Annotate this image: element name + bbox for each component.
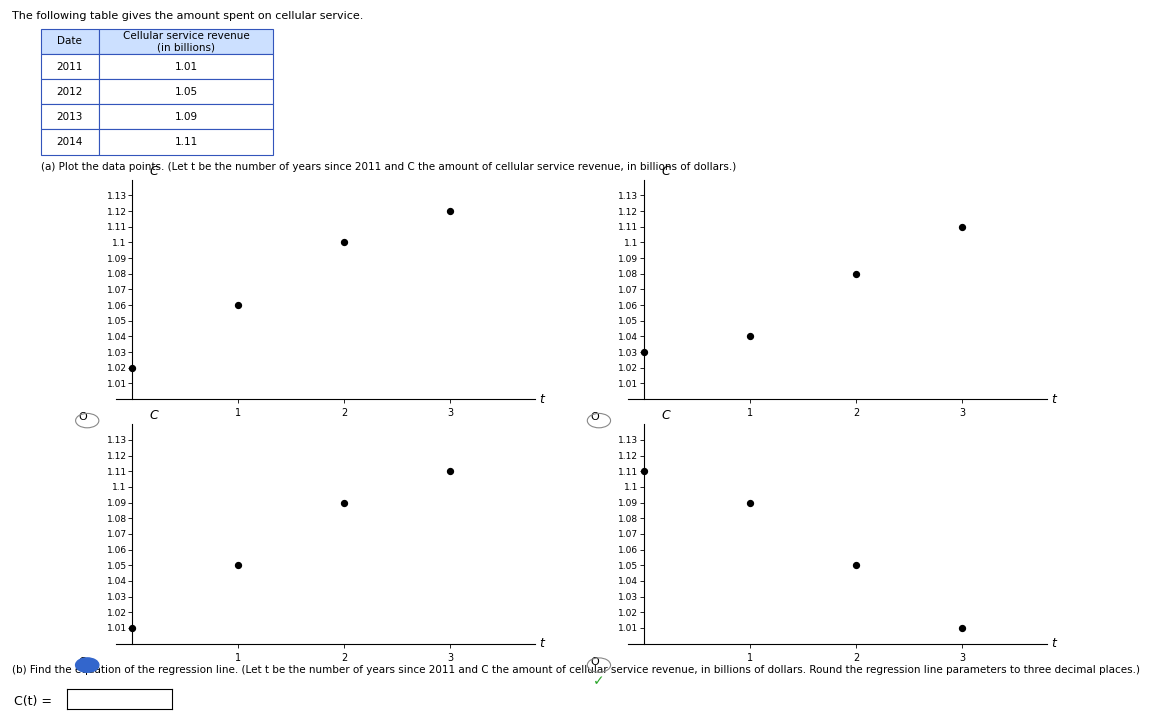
- Text: C: C: [662, 165, 670, 178]
- Text: (a) Plot the data points. (Let t be the number of years since 2011 and C the amo: (a) Plot the data points. (Let t be the …: [41, 162, 736, 172]
- Point: [441, 465, 459, 477]
- Point: [441, 206, 459, 217]
- Point: [635, 347, 654, 358]
- Point: [123, 362, 142, 373]
- Text: t: t: [540, 393, 544, 406]
- Text: O: O: [590, 656, 599, 667]
- Point: [952, 221, 971, 232]
- Text: C(t) =: C(t) =: [14, 695, 52, 707]
- Point: [741, 331, 759, 342]
- Point: [123, 622, 142, 633]
- Point: [847, 559, 865, 571]
- Text: C: C: [150, 165, 158, 178]
- Point: [635, 465, 654, 477]
- Point: [847, 268, 865, 280]
- Point: [952, 622, 971, 633]
- Text: C: C: [662, 409, 670, 422]
- Text: t: t: [1051, 637, 1056, 650]
- Text: The following table gives the amount spent on cellular service.: The following table gives the amount spe…: [12, 11, 363, 21]
- Text: C: C: [150, 409, 158, 422]
- Point: [741, 497, 759, 508]
- Text: ✓: ✓: [593, 674, 605, 688]
- Text: O: O: [78, 412, 87, 422]
- Point: [229, 299, 248, 311]
- Point: [229, 559, 248, 571]
- Text: (b) Find the equation of the regression line. (Let t be the number of years sinc: (b) Find the equation of the regression …: [12, 665, 1140, 675]
- Point: [335, 237, 354, 248]
- Text: O: O: [78, 656, 87, 667]
- Text: t: t: [1051, 393, 1056, 406]
- Text: t: t: [540, 637, 544, 650]
- Point: [335, 497, 354, 508]
- Text: O: O: [590, 412, 599, 422]
